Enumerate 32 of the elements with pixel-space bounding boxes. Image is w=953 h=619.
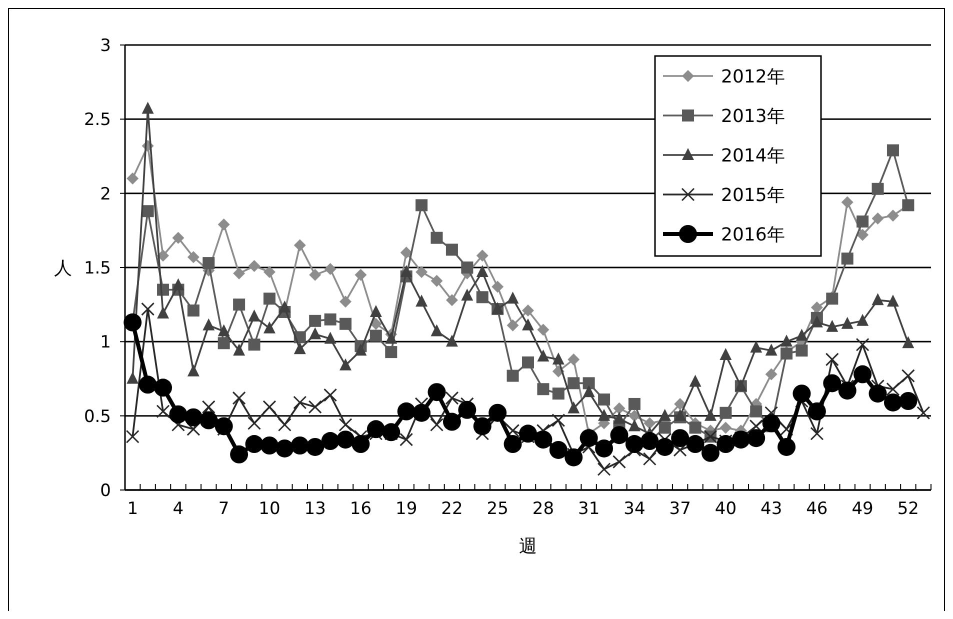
x-tick-label: 37 — [669, 499, 691, 519]
x-tick-label: 25 — [486, 499, 508, 519]
legend-label: 2016年 — [721, 224, 785, 246]
x-tick-label: 28 — [532, 499, 554, 519]
x-tick-label: 40 — [714, 499, 737, 519]
x-tick-label: 43 — [760, 499, 782, 519]
legend-label: 2015年 — [721, 184, 785, 206]
x-tick-label: 1 — [127, 499, 138, 519]
y-tick-label: 3 — [100, 36, 111, 56]
x-tick-label: 46 — [806, 499, 828, 519]
x-tick-label: 19 — [396, 499, 418, 519]
x-tick-label: 52 — [897, 499, 920, 519]
y-tick-label: 0.5 — [84, 406, 111, 427]
y-tick-label: 0 — [100, 480, 111, 501]
y-tick-label: 1.5 — [84, 258, 111, 278]
x-tick-label: 10 — [258, 499, 280, 519]
y-tick-label: 1 — [100, 332, 111, 353]
legend-label: 2014年 — [721, 145, 785, 166]
y-axis-title: 人 — [54, 258, 72, 279]
x-tick-label: 22 — [441, 499, 463, 519]
x-tick-label: 7 — [218, 499, 230, 519]
y-tick-label: 2.5 — [84, 110, 111, 130]
x-tick-label: 4 — [172, 499, 184, 519]
legend-label: 2013年 — [721, 106, 785, 127]
x-tick-label: 13 — [304, 499, 326, 519]
x-tick-label: 34 — [624, 499, 646, 519]
x-tick-label: 16 — [350, 499, 372, 519]
x-axis-title: 週 — [519, 536, 537, 557]
y-tick-label: 2 — [100, 184, 111, 204]
x-tick-label: 31 — [578, 499, 600, 519]
x-tick-label: 49 — [852, 499, 874, 519]
legend-label: 2012年 — [721, 66, 785, 88]
